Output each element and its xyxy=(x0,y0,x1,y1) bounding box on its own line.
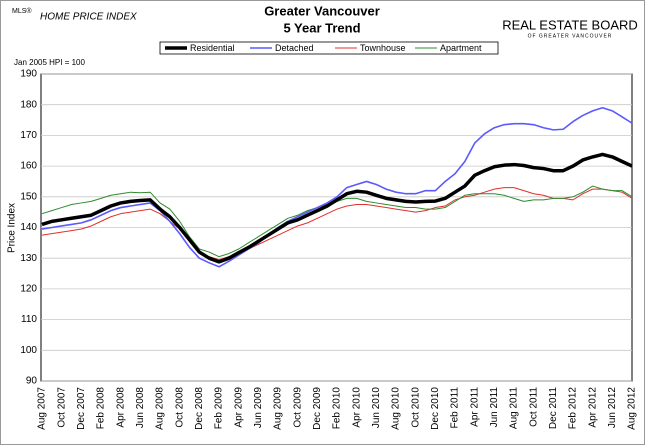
y-tick-label: 180 xyxy=(20,99,37,110)
x-tick-label: Dec 2007 xyxy=(76,387,87,430)
chart-subtitle: 5 Year Trend xyxy=(283,20,360,35)
x-tick-label: Apr 2011 xyxy=(469,387,480,427)
legend-label: Residential xyxy=(190,43,235,53)
logo-left: HOME PRICE INDEX xyxy=(40,12,137,23)
y-tick-label: 120 xyxy=(20,284,37,295)
x-tick-label: Oct 2009 xyxy=(292,387,303,428)
y-tick-label: 140 xyxy=(20,222,37,233)
legend-label: Apartment xyxy=(440,43,482,53)
x-tick-label: Apr 2009 xyxy=(233,387,244,428)
x-tick-label: Jun 2009 xyxy=(253,387,264,429)
x-tick-label: Feb 2009 xyxy=(214,387,225,430)
logo-left-top: MLS® xyxy=(12,7,32,15)
x-tick-label: Apr 2012 xyxy=(587,387,598,428)
x-tick-label: Dec 2008 xyxy=(194,387,205,430)
x-tick-label: Oct 2011 xyxy=(528,387,539,427)
x-tick-label: Apr 2010 xyxy=(351,387,362,428)
x-tick-label: Aug 2007 xyxy=(37,387,48,430)
x-tick-label: Feb 2011 xyxy=(450,387,461,429)
x-tick-label: Dec 2010 xyxy=(430,387,441,430)
x-tick-label: Aug 2012 xyxy=(627,387,638,430)
y-tick-label: 90 xyxy=(26,376,38,387)
logo-right-sub: OF GREATER VANCOUVER xyxy=(528,33,613,39)
y-tick-label: 170 xyxy=(20,130,37,141)
y-tick-label: 130 xyxy=(20,253,37,264)
logo-right: REAL ESTATE BOARD xyxy=(502,17,638,32)
y-tick-label: 150 xyxy=(20,191,37,202)
series-line xyxy=(41,106,633,268)
chart-title: Greater Vancouver xyxy=(264,3,380,18)
x-tick-label: Aug 2008 xyxy=(155,387,166,430)
x-tick-label: Jun 2012 xyxy=(607,387,618,429)
y-tick-label: 100 xyxy=(20,345,37,356)
x-tick-label: Jun 2008 xyxy=(135,387,146,429)
y-tick-label: 160 xyxy=(20,161,37,172)
legend-box xyxy=(159,41,499,55)
x-tick-label: Aug 2009 xyxy=(273,387,284,430)
x-tick-label: Oct 2008 xyxy=(174,387,185,428)
x-tick-label: Oct 2007 xyxy=(56,387,67,428)
series-line xyxy=(41,187,633,261)
x-tick-label: Feb 2008 xyxy=(96,387,107,430)
y-axis-label: Price Index xyxy=(7,203,18,253)
y-tick-label: 110 xyxy=(21,314,37,325)
legend-label: Townhouse xyxy=(360,43,406,53)
legend-label: Detached xyxy=(275,43,314,53)
series-line xyxy=(41,152,633,264)
note: Jan 2005 HPI = 100 xyxy=(14,58,85,67)
x-tick-label: Jun 2010 xyxy=(371,387,382,429)
x-tick-label: Jun 2011 xyxy=(489,387,500,428)
y-tick-label: 190 xyxy=(20,69,37,80)
x-tick-label: Aug 2011 xyxy=(509,387,520,430)
x-tick-label: Apr 2008 xyxy=(115,387,126,428)
x-tick-label: Dec 2009 xyxy=(312,387,323,430)
x-tick-label: Feb 2012 xyxy=(568,387,579,430)
x-tick-label: Dec 2011 xyxy=(548,387,559,430)
x-tick-label: Aug 2010 xyxy=(391,387,402,430)
x-tick-label: Feb 2010 xyxy=(332,387,343,430)
x-tick-label: Oct 2010 xyxy=(410,387,421,428)
